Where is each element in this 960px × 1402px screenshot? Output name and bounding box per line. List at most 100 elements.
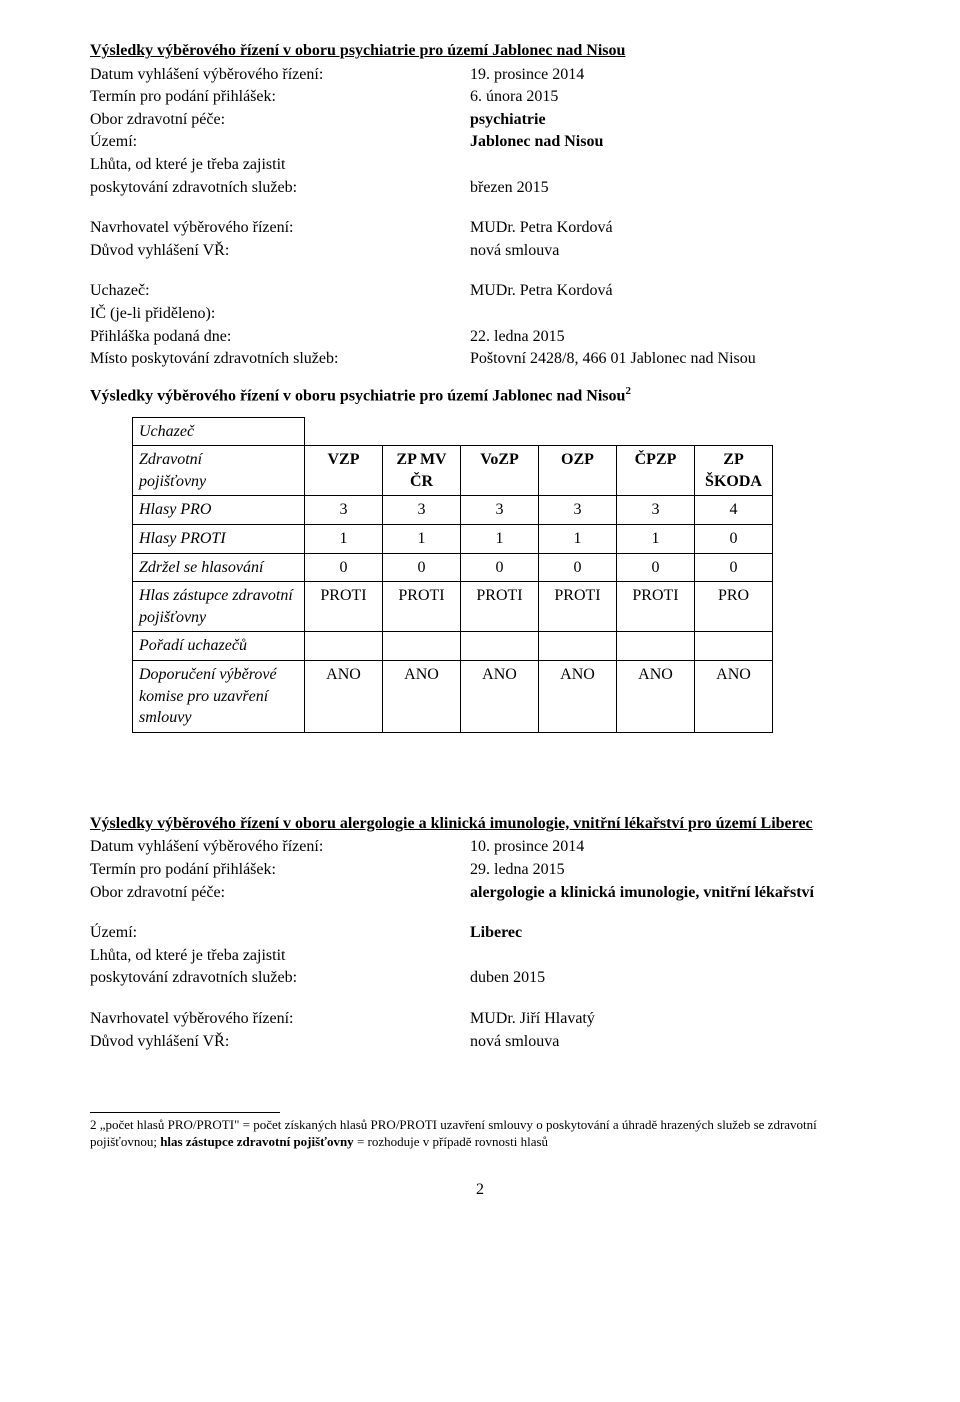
kv-value: 19. prosince 2014	[470, 64, 870, 86]
cell: 0	[305, 553, 383, 582]
kv-value: Jablonec nad Nisou	[470, 131, 870, 153]
cell: 0	[461, 553, 539, 582]
section2-block1: Datum vyhlášení výběrového řízení:10. pr…	[90, 836, 870, 903]
empty-cell	[305, 417, 773, 446]
results-table: Uchazeč Zdravotní pojišťovny VZP ZP MV Č…	[132, 417, 773, 733]
footnote-separator	[90, 1112, 280, 1113]
cell: PROTI	[383, 582, 461, 632]
cell: ANO	[617, 660, 695, 732]
kv-label: Důvod vyhlášení VŘ:	[90, 1031, 470, 1053]
table-row: Hlasy PROTI 1 1 1 1 1 0	[133, 525, 773, 554]
section1-block2: Navrhovatel výběrového řízení:MUDr. Petr…	[90, 217, 870, 261]
cell: PROTI	[539, 582, 617, 632]
section1-title: Výsledky výběrového řízení v oboru psych…	[90, 40, 870, 62]
kv-label: Navrhovatel výběrového řízení:	[90, 217, 470, 239]
text: pojišťovny	[139, 473, 206, 490]
kv-label: Lhůta, od které je třeba zajistit	[90, 945, 470, 967]
cell: ANO	[539, 660, 617, 732]
col-head: VZP	[305, 446, 383, 496]
section1-block1: Datum vyhlášení výběrového řízení:19. pr…	[90, 64, 870, 199]
cell	[695, 632, 773, 661]
cell: ANO	[383, 660, 461, 732]
kv-label: Místo poskytování zdravotních služeb:	[90, 348, 470, 370]
cell: PRO	[695, 582, 773, 632]
kv-value: Liberec	[470, 922, 870, 944]
row-label: Hlasy PROTI	[133, 525, 305, 554]
table-row: Pořadí uchazečů	[133, 632, 773, 661]
head-pojistovny: Zdravotní pojišťovny	[133, 446, 305, 496]
cell	[461, 632, 539, 661]
kv-label: IČ (je-li přiděleno):	[90, 303, 470, 325]
cell: ANO	[305, 660, 383, 732]
cell: 0	[539, 553, 617, 582]
cell: PROTI	[305, 582, 383, 632]
section2-block3: Navrhovatel výběrového řízení:MUDr. Jiří…	[90, 1008, 870, 1052]
col-head: ZP MV ČR	[383, 446, 461, 496]
kv-label: Termín pro podání přihlášek:	[90, 859, 470, 881]
cell: ANO	[461, 660, 539, 732]
table-title-sup: 2	[625, 385, 631, 397]
kv-value: MUDr. Jiří Hlavatý	[470, 1008, 870, 1030]
section2-title: Výsledky výběrového řízení v oboru alerg…	[90, 813, 870, 835]
cell: ANO	[695, 660, 773, 732]
kv-label: poskytování zdravotních služeb:	[90, 967, 470, 989]
kv-value: 6. února 2015	[470, 86, 870, 108]
kv-value: psychiatrie	[470, 109, 870, 131]
kv-label: Přihláška podaná dne:	[90, 326, 470, 348]
page-number: 2	[90, 1179, 870, 1201]
table-wrapper: Uchazeč Zdravotní pojišťovny VZP ZP MV Č…	[132, 417, 870, 733]
cell: PROTI	[617, 582, 695, 632]
kv-label: Obor zdravotní péče:	[90, 882, 470, 904]
table-title: Výsledky výběrového řízení v oboru psych…	[90, 384, 870, 407]
kv-value: nová smlouva	[470, 1031, 870, 1053]
col-head: ZP ŠKODA	[695, 446, 773, 496]
cell: 0	[695, 553, 773, 582]
table-title-text: Výsledky výběrového řízení v oboru psych…	[90, 387, 625, 404]
cell: 1	[617, 525, 695, 554]
col-head: VoZP	[461, 446, 539, 496]
row-label: Zdržel se hlasování	[133, 553, 305, 582]
cell: 0	[695, 525, 773, 554]
kv-value	[470, 154, 870, 176]
kv-value	[470, 303, 870, 325]
cell	[539, 632, 617, 661]
cell: 3	[539, 496, 617, 525]
kv-label: Území:	[90, 131, 470, 153]
cell: 3	[383, 496, 461, 525]
kv-label: Datum vyhlášení výběrového řízení:	[90, 64, 470, 86]
table-row: Doporučení výběrové komise pro uzavření …	[133, 660, 773, 732]
kv-value: 29. ledna 2015	[470, 859, 870, 881]
cell: 1	[539, 525, 617, 554]
kv-label: Území:	[90, 922, 470, 944]
head-uchazec: Uchazeč	[133, 417, 305, 446]
footnote-text2: = rozhoduje v případě rovnosti hlasů	[354, 1134, 548, 1149]
kv-value: duben 2015	[470, 967, 870, 989]
section1-block3: Uchazeč:MUDr. Petra Kordová IČ (je-li př…	[90, 280, 870, 369]
cell	[383, 632, 461, 661]
kv-value: březen 2015	[470, 177, 870, 199]
footnote-bold: hlas zástupce zdravotní pojišťovny	[160, 1134, 353, 1149]
cell: 0	[617, 553, 695, 582]
kv-value: 10. prosince 2014	[470, 836, 870, 858]
kv-label: Datum vyhlášení výběrového řízení:	[90, 836, 470, 858]
cell: 0	[383, 553, 461, 582]
row-label: Hlas zástupce zdravotní pojišťovny	[133, 582, 305, 632]
cell	[305, 632, 383, 661]
row-label: Hlasy PRO	[133, 496, 305, 525]
kv-label: poskytování zdravotních služeb:	[90, 177, 470, 199]
kv-label: Navrhovatel výběrového řízení:	[90, 1008, 470, 1030]
table-row: Hlasy PRO 3 3 3 3 3 4	[133, 496, 773, 525]
kv-label: Obor zdravotní péče:	[90, 109, 470, 131]
kv-value: MUDr. Petra Kordová	[470, 280, 870, 302]
cell: 1	[383, 525, 461, 554]
row-label: Pořadí uchazečů	[133, 632, 305, 661]
cell: 3	[305, 496, 383, 525]
kv-value	[470, 945, 870, 967]
cell: 3	[461, 496, 539, 525]
text: Zdravotní	[139, 451, 202, 468]
col-head: OZP	[539, 446, 617, 496]
cell	[617, 632, 695, 661]
col-head: ČPZP	[617, 446, 695, 496]
row-label: Doporučení výběrové komise pro uzavření …	[133, 660, 305, 732]
kv-label: Termín pro podání přihlášek:	[90, 86, 470, 108]
